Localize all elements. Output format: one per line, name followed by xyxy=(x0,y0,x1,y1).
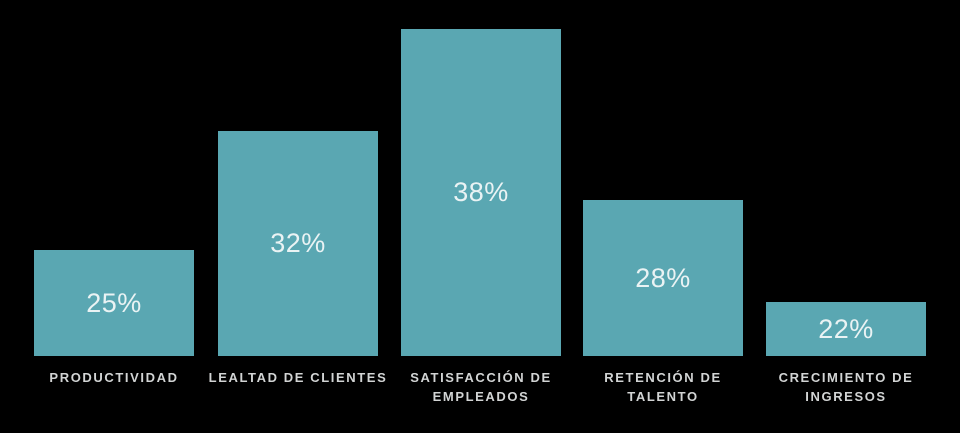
bar-satisfaccion-de-empleados: 38% xyxy=(401,29,561,356)
bar-value-label: 38% xyxy=(453,177,509,207)
category-label-line: EMPLEADOS xyxy=(432,389,530,404)
category-label-line: TALENTO xyxy=(627,389,699,404)
bar-retencion-de-talento: 28% xyxy=(583,200,743,356)
category-label-retencion-de-talento: RETENCIÓN DE TALENTO xyxy=(604,368,721,406)
category-label-line: CRECIMIENTO DE xyxy=(778,370,914,385)
category-label-line: SATISFACCIÓN DE xyxy=(410,370,552,385)
bar-value-label: 28% xyxy=(635,262,691,293)
category-label-satisfaccion-de-empleados: SATISFACCIÓN DE EMPLEADOS xyxy=(410,368,552,406)
bar-productividad: 25% xyxy=(34,250,194,356)
bar-value-label: 22% xyxy=(818,313,874,344)
category-label-line: RETENCIÓN DE xyxy=(604,370,722,385)
bar-value-label: 32% xyxy=(270,228,326,258)
bar-lealtad-de-clientes: 32% xyxy=(218,131,378,356)
category-label-line: LEALTAD DE CLIENTES xyxy=(208,370,388,385)
category-label-line: PRODUCTIVIDAD xyxy=(49,370,179,385)
category-label-productividad: PRODUCTIVIDAD xyxy=(49,368,178,387)
bar-crecimiento-de-ingresos: 22% xyxy=(766,302,926,356)
bar-value-label: 25% xyxy=(86,287,142,318)
category-label-crecimiento-de-ingresos: CRECIMIENTO DE INGRESOS xyxy=(779,368,914,406)
category-label-line: INGRESOS xyxy=(805,389,887,404)
category-label-lealtad-de-clientes: LEALTAD DE CLIENTES xyxy=(209,368,388,387)
